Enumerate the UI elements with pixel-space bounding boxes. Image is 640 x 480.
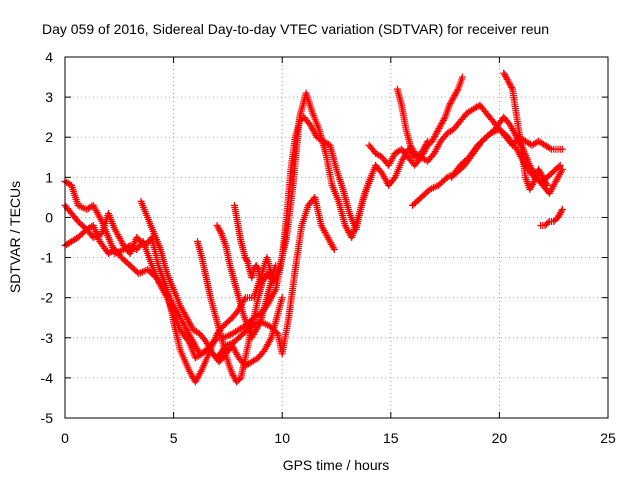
data-point bbox=[197, 368, 205, 376]
data-point bbox=[557, 167, 565, 175]
y-tick-label: -5 bbox=[41, 410, 54, 426]
x-tick-labels: 0 5 10 15 20 25 bbox=[61, 430, 616, 446]
axis-ticks bbox=[64, 56, 609, 419]
x-tick-label: 25 bbox=[600, 430, 616, 446]
chart-title: Day 059 of 2016, Sidereal Day-to-day VTE… bbox=[42, 21, 549, 37]
x-tick-label: 0 bbox=[61, 430, 69, 446]
data-point bbox=[390, 175, 398, 183]
data-point bbox=[558, 205, 566, 213]
y-tick-label: -1 bbox=[41, 250, 54, 266]
y-tick-label: -2 bbox=[41, 290, 54, 306]
data-point bbox=[556, 161, 564, 169]
data-point bbox=[555, 163, 563, 171]
series-track-7 bbox=[230, 201, 278, 286]
series-track-3 bbox=[61, 193, 338, 362]
data-point bbox=[217, 228, 225, 236]
data-point bbox=[508, 83, 516, 91]
y-tick-label: 0 bbox=[45, 209, 53, 225]
data-point bbox=[367, 173, 375, 181]
data-point bbox=[558, 165, 566, 173]
series-track-5 bbox=[193, 238, 280, 386]
y-axis-label: SDTVAR / TECUs bbox=[7, 181, 23, 293]
data-point bbox=[270, 278, 278, 286]
plot-frame bbox=[64, 56, 609, 419]
data-point bbox=[272, 262, 280, 270]
x-tick-label: 5 bbox=[170, 430, 178, 446]
data-points bbox=[61, 69, 566, 386]
series-track-12 bbox=[500, 69, 551, 193]
data-point bbox=[330, 246, 338, 254]
data-point bbox=[243, 256, 251, 264]
data-point bbox=[453, 87, 461, 95]
data-point bbox=[542, 180, 550, 188]
y-tick-labels: -5 -4 -3 -2 -1 0 1 2 3 4 bbox=[41, 49, 54, 426]
data-point bbox=[512, 144, 520, 152]
data-point bbox=[458, 73, 466, 81]
x-tick-label: 20 bbox=[492, 430, 508, 446]
y-tick-label: 3 bbox=[45, 89, 53, 105]
series-track-11 bbox=[448, 113, 566, 197]
y-tick-label: 1 bbox=[45, 169, 53, 185]
data-point bbox=[266, 335, 274, 343]
data-point bbox=[558, 207, 566, 215]
data-point bbox=[256, 319, 264, 327]
series-track-9 bbox=[393, 73, 466, 161]
data-point bbox=[329, 244, 337, 252]
data-point bbox=[544, 219, 552, 227]
x-axis-label: GPS time / hours bbox=[283, 457, 390, 473]
data-point bbox=[269, 276, 277, 284]
series-track-13 bbox=[537, 205, 566, 229]
y-tick-label: -3 bbox=[41, 330, 54, 346]
y-tick-label: 2 bbox=[45, 129, 53, 145]
data-point bbox=[529, 179, 537, 187]
y-tick-label: -4 bbox=[41, 370, 54, 386]
data-point bbox=[546, 144, 554, 152]
data-point bbox=[254, 264, 262, 272]
grid bbox=[65, 57, 608, 418]
series-track-2 bbox=[61, 89, 375, 386]
data-point bbox=[440, 115, 448, 123]
data-point bbox=[558, 145, 566, 153]
x-tick-label: 10 bbox=[274, 430, 290, 446]
y-tick-label: 4 bbox=[45, 49, 53, 65]
data-point bbox=[160, 284, 168, 292]
data-point bbox=[543, 181, 551, 189]
data-point bbox=[278, 294, 286, 302]
series-track-4 bbox=[137, 197, 286, 370]
x-tick-label: 15 bbox=[383, 430, 399, 446]
